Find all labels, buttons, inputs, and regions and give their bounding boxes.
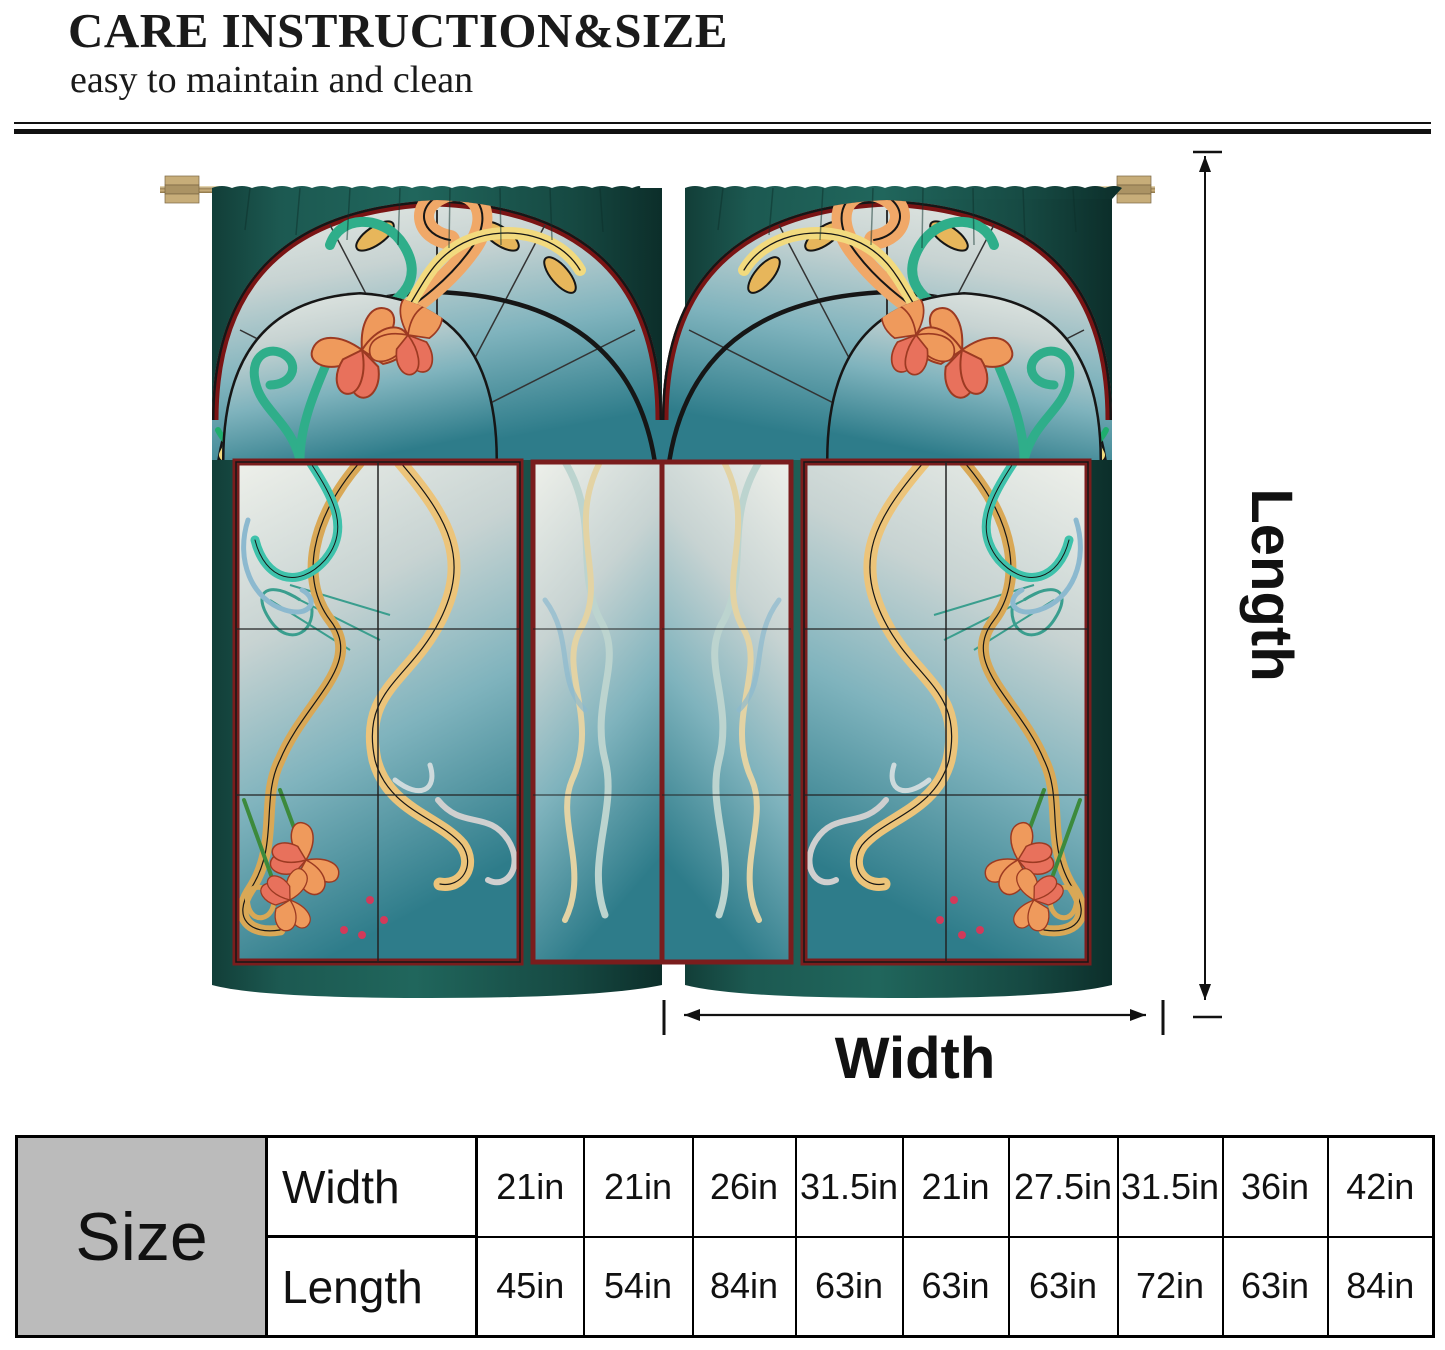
svg-text:Width: Width xyxy=(835,1026,996,1091)
svg-text:Length: Length xyxy=(1239,488,1304,681)
